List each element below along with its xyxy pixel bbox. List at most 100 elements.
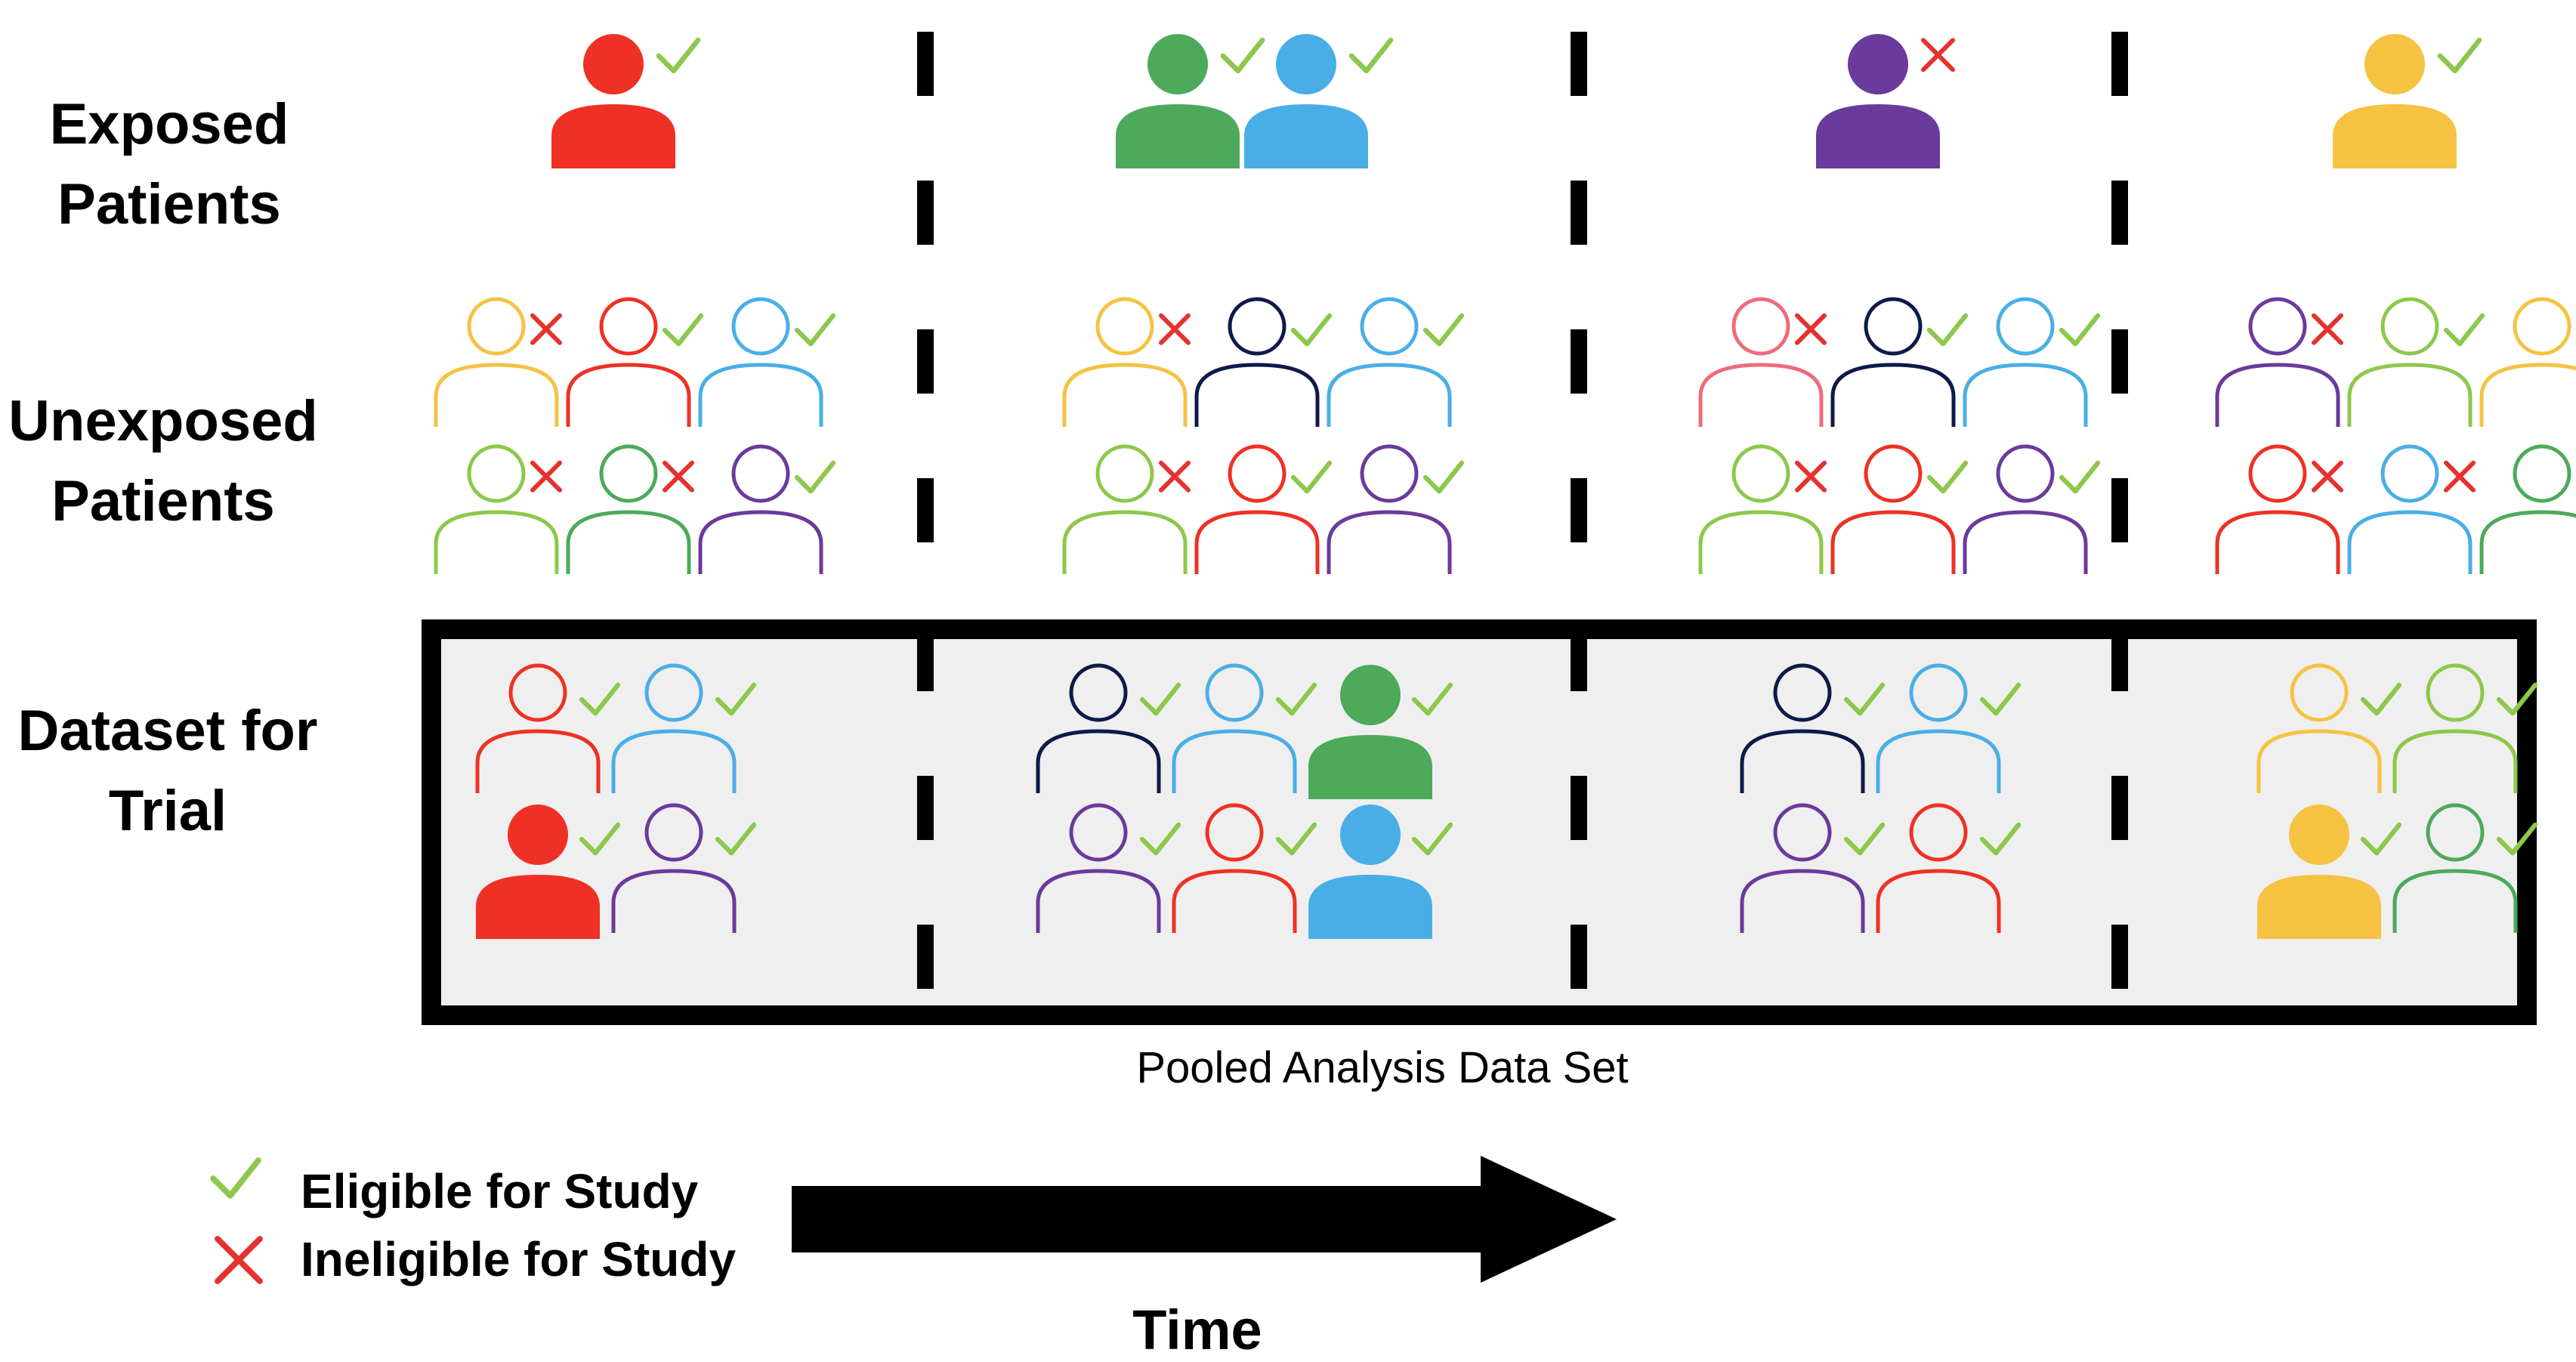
check-icon bbox=[2496, 682, 2538, 716]
unexposed-patient-icon bbox=[2347, 444, 2473, 574]
unexposed-patient-icon bbox=[434, 444, 559, 574]
check-icon bbox=[2059, 313, 2101, 347]
dataset-unexposed-patient-icon bbox=[2392, 803, 2518, 933]
unexposed-patient-icon bbox=[1963, 297, 2088, 427]
dataset-unexposed-patient-icon bbox=[611, 803, 737, 933]
check-icon bbox=[1139, 822, 1181, 856]
check-icon bbox=[1843, 822, 1886, 856]
time-label: Time bbox=[1132, 1299, 1262, 1361]
dataset-unexposed-patient-icon bbox=[2392, 663, 2518, 793]
time-arrow-layer bbox=[792, 1156, 1617, 1283]
check-icon bbox=[794, 313, 836, 347]
check-icon bbox=[1275, 682, 1317, 716]
check-icon bbox=[1348, 37, 1394, 74]
period-dividers bbox=[917, 32, 2128, 997]
check-icon bbox=[1290, 313, 1333, 347]
patient-icons bbox=[434, 34, 2576, 939]
cross-icon bbox=[2312, 460, 2343, 493]
check-icon bbox=[1422, 460, 1465, 494]
dataset-unexposed-patient-icon bbox=[1876, 663, 2001, 793]
row-label-unexposed-line1: Unexposed bbox=[8, 389, 318, 453]
dataset-unexposed-patient-icon bbox=[1876, 803, 2001, 933]
check-icon bbox=[1411, 682, 1453, 716]
unexposed-patient-icon bbox=[1830, 444, 1956, 574]
exposed-patient-icon bbox=[2333, 34, 2457, 168]
check-icon bbox=[1290, 460, 1333, 494]
check-icon bbox=[1220, 37, 1265, 74]
check-icon bbox=[794, 460, 836, 494]
legend-eligible-label: Eligible for Study bbox=[301, 1164, 699, 1218]
period-column bbox=[1698, 34, 2101, 933]
dataset-panel-layer bbox=[422, 619, 2537, 1025]
legend-check-icon bbox=[210, 1157, 261, 1199]
unexposed-patient-icon bbox=[698, 297, 823, 427]
check-icon bbox=[579, 682, 621, 716]
check-icon bbox=[1926, 460, 1969, 494]
cross-icon bbox=[1921, 38, 1955, 73]
row-label-dataset-line1: Dataset for bbox=[17, 699, 318, 763]
check-icon bbox=[2496, 822, 2538, 856]
time-arrow bbox=[792, 1156, 1617, 1283]
row-label-unexposed-line2: Patients bbox=[51, 469, 275, 533]
unexposed-patient-icon bbox=[434, 297, 559, 427]
cross-icon bbox=[1795, 313, 1827, 345]
cross-icon bbox=[663, 460, 694, 493]
pooled-dataset-caption: Pooled Analysis Data Set bbox=[1136, 1043, 1629, 1092]
dataset-unexposed-patient-icon bbox=[611, 663, 737, 793]
check-icon bbox=[2437, 37, 2482, 74]
check-icon bbox=[656, 37, 701, 74]
dataset-unexposed-patient-icon bbox=[1740, 663, 1865, 793]
dataset-unexposed-patient-icon bbox=[1036, 803, 1161, 933]
exposed-patient-icon bbox=[551, 34, 675, 168]
unexposed-patient-icon bbox=[1698, 444, 1824, 574]
check-icon bbox=[1411, 822, 1453, 856]
check-icon bbox=[2443, 313, 2485, 347]
check-icon bbox=[1979, 682, 2022, 716]
unexposed-patient-icon bbox=[1194, 444, 1320, 574]
exposed-patient-icon bbox=[1816, 34, 1940, 168]
unexposed-patient-icon bbox=[2479, 297, 2576, 427]
check-icon bbox=[1139, 682, 1181, 716]
check-icon bbox=[1422, 313, 1465, 347]
row-label-exposed: Exposed Patients bbox=[3, 85, 335, 245]
exposed-patient-icon bbox=[1116, 34, 1240, 168]
check-icon bbox=[715, 822, 757, 856]
dataset-unexposed-patient-icon bbox=[1172, 803, 1297, 933]
check-icon bbox=[1843, 682, 1886, 716]
dataset-unexposed-patient-icon bbox=[1740, 803, 1865, 933]
dataset-exposed-patient-icon bbox=[1308, 805, 1432, 939]
unexposed-patient-icon bbox=[2215, 297, 2340, 427]
dataset-unexposed-patient-icon bbox=[2256, 663, 2382, 793]
cross-icon bbox=[1159, 313, 1191, 345]
cross-icon bbox=[1159, 460, 1191, 493]
dataset-exposed-patient-icon bbox=[476, 805, 600, 939]
cross-icon bbox=[2312, 313, 2343, 345]
check-icon bbox=[715, 682, 757, 716]
period-column bbox=[1036, 34, 1465, 939]
row-label-dataset-line2: Trial bbox=[108, 779, 227, 843]
unexposed-patient-icon bbox=[1062, 297, 1188, 427]
legend-cross-icon bbox=[215, 1236, 263, 1284]
unexposed-patient-icon bbox=[1327, 297, 1452, 427]
exposed-patient-icon bbox=[1244, 34, 1368, 168]
legend-ineligible-label: Ineligible for Study bbox=[301, 1232, 737, 1286]
unexposed-patient-icon bbox=[2479, 444, 2576, 574]
dataset-exposed-patient-icon bbox=[1308, 665, 1432, 799]
check-icon bbox=[662, 313, 704, 347]
row-label-unexposed: Unexposed Patients bbox=[0, 381, 329, 542]
dataset-exposed-patient-icon bbox=[2257, 805, 2381, 939]
period-column bbox=[2215, 34, 2576, 939]
check-icon bbox=[1979, 822, 2022, 856]
row-label-exposed-line1: Exposed bbox=[49, 92, 289, 156]
cross-icon bbox=[2444, 460, 2476, 493]
check-icon bbox=[579, 822, 621, 856]
row-label-dataset: Dataset for Trial bbox=[2, 691, 334, 851]
legend-markers bbox=[210, 1157, 263, 1284]
cross-icon bbox=[530, 313, 562, 345]
cross-icon bbox=[1795, 460, 1827, 493]
check-icon bbox=[2059, 460, 2101, 494]
unexposed-patient-icon bbox=[566, 444, 691, 574]
row-label-exposed-line2: Patients bbox=[57, 172, 281, 236]
dataset-unexposed-patient-icon bbox=[475, 663, 601, 793]
cross-icon bbox=[530, 460, 562, 493]
